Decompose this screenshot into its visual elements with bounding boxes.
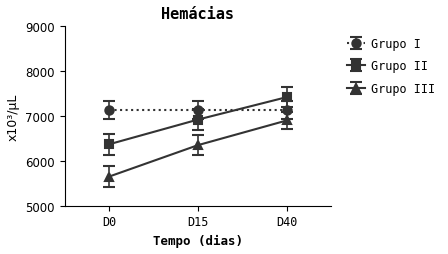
- Legend: Grupo I, Grupo II, Grupo III: Grupo I, Grupo II, Grupo III: [342, 33, 439, 100]
- Y-axis label: x10³/µL: x10³/µL: [7, 93, 20, 140]
- Title: Hemácias: Hemácias: [161, 7, 234, 22]
- X-axis label: Tempo (dias): Tempo (dias): [153, 234, 243, 247]
